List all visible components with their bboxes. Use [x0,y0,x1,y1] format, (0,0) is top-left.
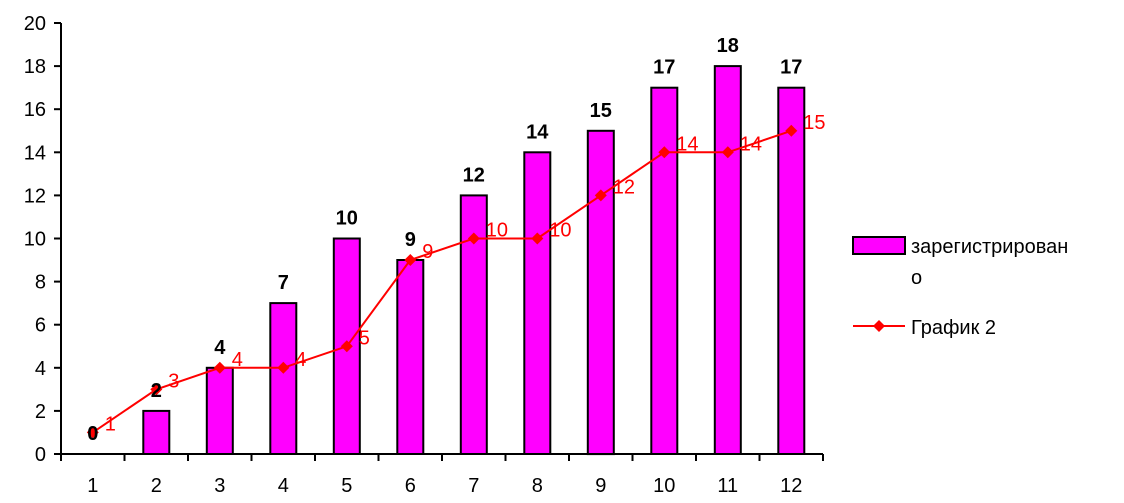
line-value-label: 4 [232,349,243,371]
y-tick-label: 8 [35,272,46,294]
line-point [404,254,417,266]
line-point [785,124,798,137]
y-tick-label: 20 [24,13,46,35]
legend-swatch-marker [873,320,885,332]
x-tick-label: 12 [780,475,802,497]
x-tick-label: 1 [87,475,98,497]
x-tick-label: 7 [468,475,479,497]
legend-label-bar-line1: зарегистрирован [911,236,1068,258]
line-value-label: 4 [295,349,306,371]
y-tick-label: 2 [35,401,46,423]
legend-label-line: График 2 [911,317,996,339]
bar-value-label: 17 [780,57,802,79]
line-point [86,426,99,439]
line-value-label: 10 [486,220,508,242]
line-point [658,146,671,159]
bar [205,366,234,455]
line-value-label: 9 [422,241,433,263]
line-value-label: 3 [168,370,179,392]
line-value-label: 14 [676,133,698,155]
y-tick-label: 4 [35,358,46,380]
bar-value-label: 17 [653,57,675,79]
y-tick-label: 16 [24,99,46,121]
legend-label-bar-line2: о [911,267,922,289]
bar [523,151,552,456]
bar [396,259,425,455]
line-point [213,361,226,374]
bar-value-label: 18 [717,35,739,57]
line-value-label: 14 [740,133,762,155]
line-point [531,232,544,245]
y-tick-label: 10 [24,229,46,251]
bar-value-label: 9 [405,229,416,251]
bar-value-label: 0 [87,423,98,445]
y-tick-label: 18 [24,56,46,78]
bar [777,86,806,455]
legend: зарегистрирован о График 2 [852,236,1068,339]
bar-value-label: 15 [590,100,612,122]
line-point [150,383,163,396]
y-tick-label: 12 [24,185,46,207]
line-point [340,340,353,353]
x-tick-label: 6 [405,475,416,497]
bar-value-label: 12 [463,164,485,186]
y-tick-label: 0 [35,444,46,466]
line-point [467,232,480,245]
x-tick-label: 3 [214,475,225,497]
x-tick-label: 9 [595,475,606,497]
x-tick-label: 10 [653,475,675,497]
line-value-label: 15 [803,112,825,134]
y-tick-label: 14 [24,142,46,164]
bar-value-label: 10 [336,208,358,230]
bar [586,129,615,456]
bar [142,409,171,455]
bar [713,65,742,455]
x-tick-label: 8 [532,475,543,497]
line-value-label: 1 [105,413,116,435]
line-point [721,146,734,159]
bars-layer [142,65,806,456]
y-tick-label: 6 [35,315,46,337]
bar-value-label: 2 [151,380,162,402]
line-point [277,361,290,374]
line-value-label: 5 [359,327,370,349]
bar [269,302,298,455]
line-value-label: 10 [549,220,571,242]
bar-value-label: 14 [526,121,549,143]
line-value-label: 12 [613,176,635,198]
bar-value-label: 7 [278,272,289,294]
legend-swatch-bar [852,236,906,255]
x-tick-label: 5 [341,475,352,497]
x-tick-label: 2 [151,475,162,497]
bar [650,86,679,455]
x-tick-label: 11 [717,475,738,497]
line-series [92,129,792,434]
x-tick-label: 4 [278,475,289,497]
line-point [594,189,607,202]
bar-value-label: 4 [214,337,226,359]
